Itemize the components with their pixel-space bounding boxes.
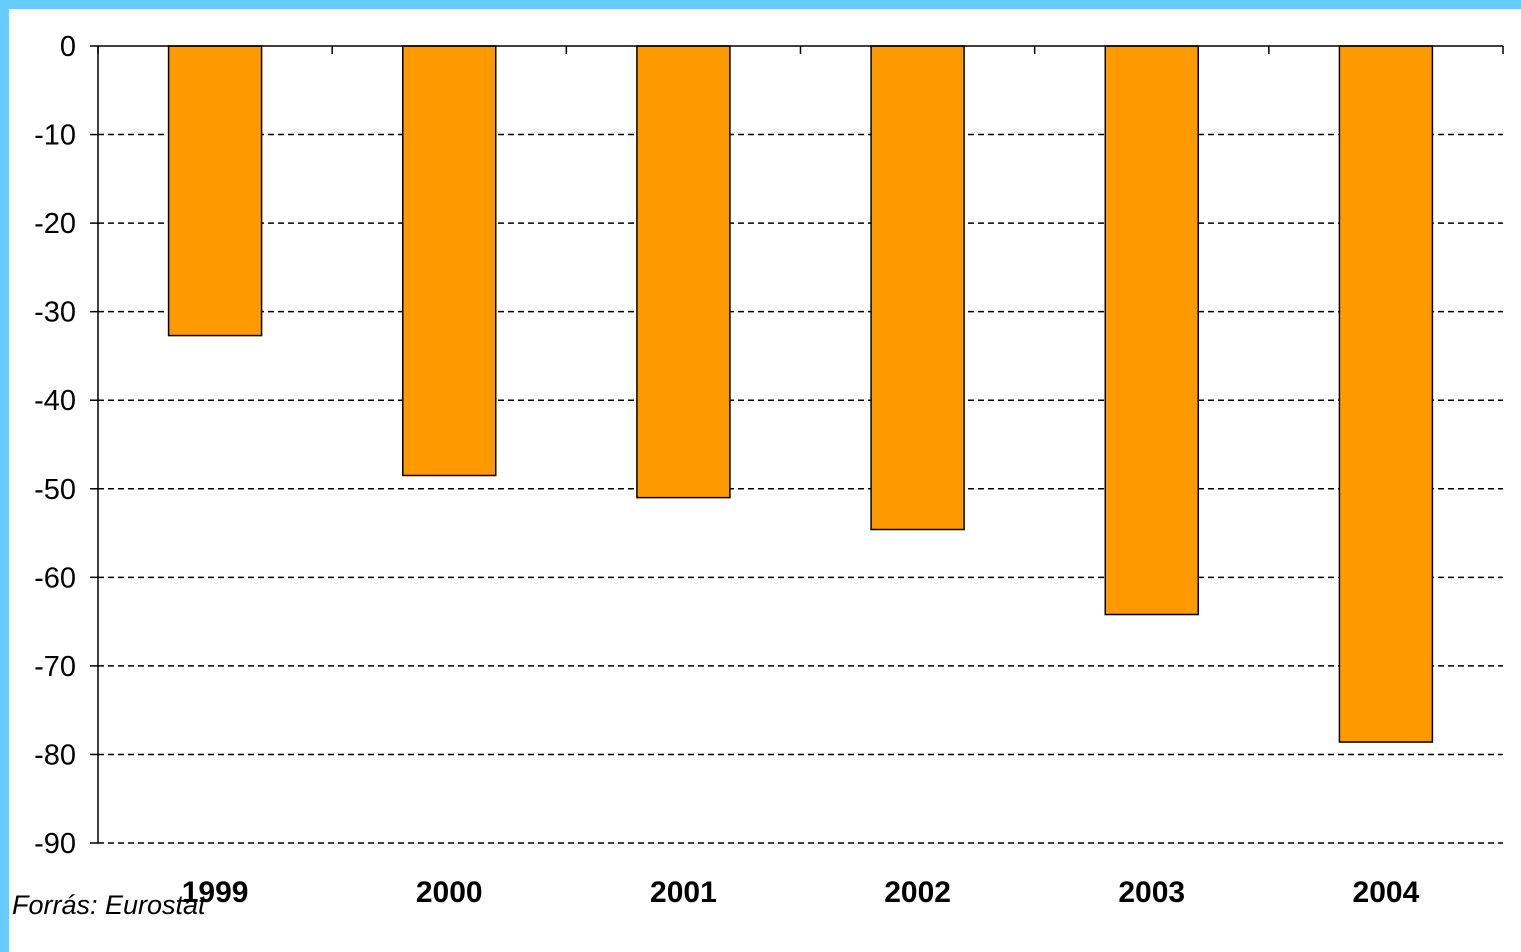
y-tick-label: -30 bbox=[34, 297, 76, 329]
y-tick-label: -80 bbox=[34, 739, 76, 771]
bar-2003 bbox=[1104, 45, 1199, 616]
y-tick-label: -70 bbox=[34, 651, 76, 683]
x-tick-label: 2003 bbox=[1118, 876, 1185, 909]
bar-2001 bbox=[636, 45, 731, 499]
x-tick-label: 2000 bbox=[416, 876, 483, 909]
source-note: Forrás: Eurostat bbox=[12, 890, 206, 920]
x-tick-label: 2002 bbox=[884, 876, 951, 909]
y-tick-label: -40 bbox=[34, 385, 76, 417]
bar-2002 bbox=[870, 45, 965, 531]
bar-1999 bbox=[167, 45, 263, 337]
x-tick-label: 2001 bbox=[650, 876, 717, 909]
y-tick-label: -20 bbox=[34, 208, 76, 240]
y-tick-label: -60 bbox=[34, 562, 76, 594]
x-tick-label: 1999 bbox=[182, 876, 249, 909]
y-tick-label: -10 bbox=[34, 120, 76, 152]
y-tick-label: 0 bbox=[60, 31, 76, 63]
y-tick-label: -90 bbox=[34, 828, 76, 860]
bar-2004 bbox=[1338, 45, 1434, 743]
y-tick-label: -50 bbox=[34, 474, 76, 506]
bar-2000 bbox=[402, 45, 497, 477]
x-tick-label: 2004 bbox=[1353, 876, 1420, 909]
